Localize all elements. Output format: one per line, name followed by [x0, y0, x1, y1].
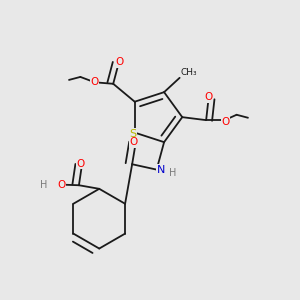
Text: H: H: [169, 168, 176, 178]
Text: H: H: [40, 180, 47, 190]
Text: N: N: [157, 165, 165, 175]
Text: S: S: [129, 129, 136, 139]
Text: CH₃: CH₃: [181, 68, 197, 76]
Text: O: O: [57, 180, 65, 190]
Text: O: O: [91, 77, 99, 87]
Text: O: O: [76, 159, 85, 169]
Text: O: O: [204, 92, 213, 102]
Text: O: O: [115, 57, 123, 67]
Text: O: O: [221, 117, 230, 127]
Text: O: O: [130, 137, 138, 147]
